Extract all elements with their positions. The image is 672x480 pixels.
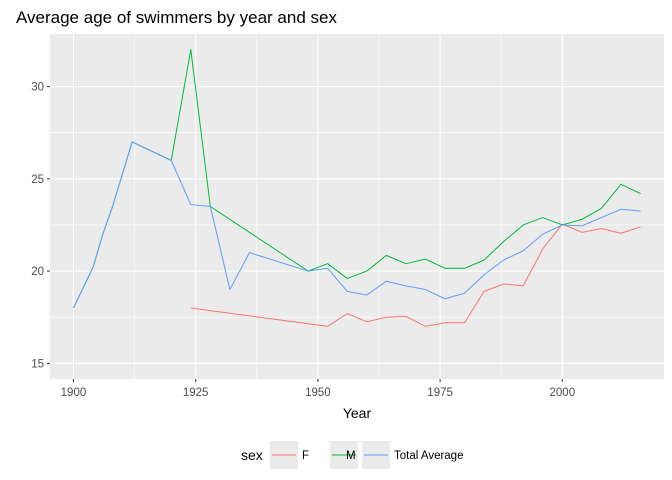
- legend: sex F M Total Average: [241, 441, 463, 469]
- y-tick-label: 20: [31, 266, 44, 278]
- y-tick-label: 30: [31, 82, 44, 94]
- y-axis-ticks: 15 20 25 30: [31, 82, 50, 370]
- legend-label: F: [302, 450, 309, 462]
- legend-label: M: [346, 450, 356, 462]
- legend-label: Total Average: [394, 450, 463, 462]
- x-axis-ticks: 1900 1925 1950 1975 2000: [61, 379, 575, 399]
- x-tick-label: 1975: [427, 387, 453, 399]
- x-axis-title: Year: [343, 405, 372, 421]
- legend-items: F M Total Average: [270, 441, 463, 469]
- x-tick-label: 2000: [550, 387, 576, 399]
- x-tick-label: 1900: [61, 387, 87, 399]
- x-tick-label: 1925: [183, 387, 209, 399]
- major-gridlines: [50, 34, 664, 379]
- x-tick-label: 1950: [305, 387, 331, 399]
- plot-panel: [50, 34, 664, 379]
- legend-title: sex: [241, 447, 263, 463]
- series-line: [190, 223, 641, 327]
- y-tick-label: 25: [31, 174, 44, 186]
- y-tick-label: 15: [31, 358, 44, 370]
- series-line: [73, 141, 641, 309]
- series-lines: [73, 49, 641, 327]
- chart-title: Average age of swimmers by year and sex: [16, 8, 337, 27]
